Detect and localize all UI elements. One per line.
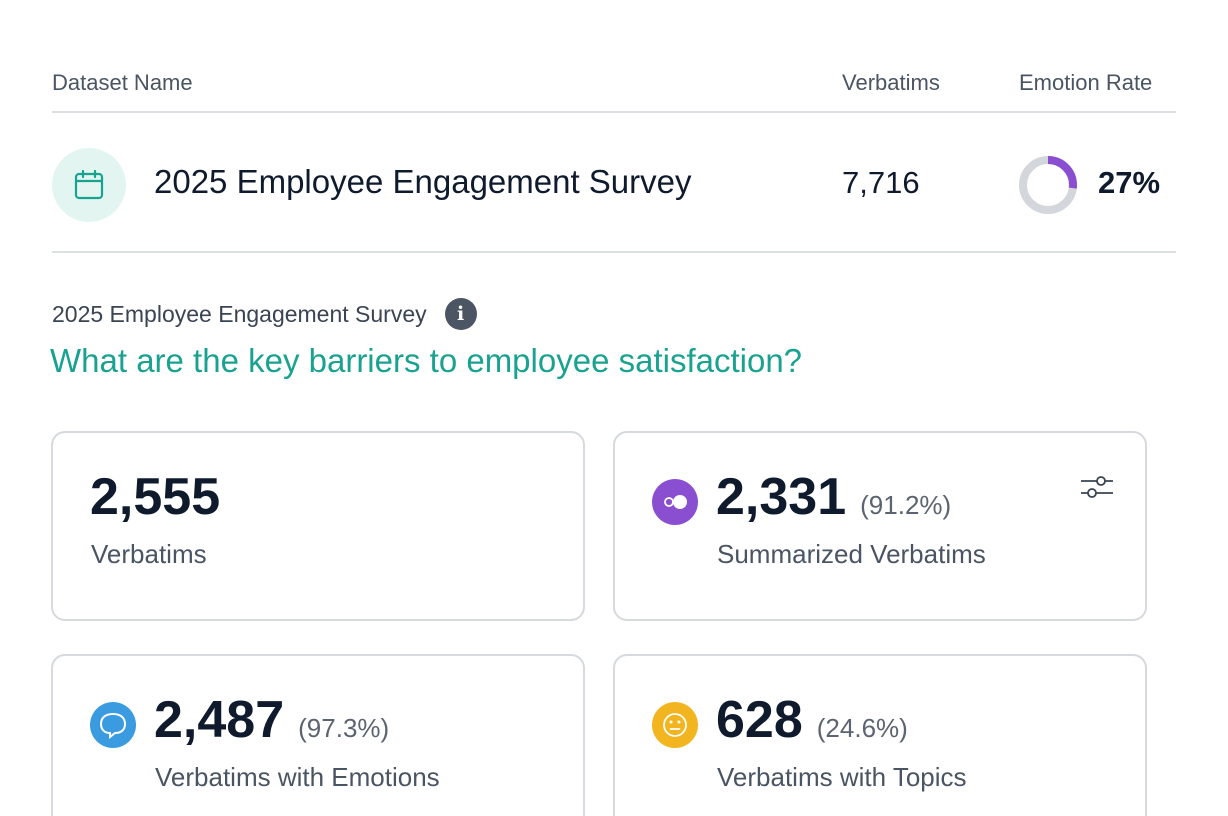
stat-percent: (97.3%) bbox=[298, 713, 390, 743]
neutral-face-icon bbox=[652, 702, 698, 748]
stat-value: 628 bbox=[716, 691, 803, 749]
info-icon[interactable]: i bbox=[444, 298, 477, 330]
dataset-name[interactable]: 2025 Employee Engagement Survey bbox=[154, 163, 692, 200]
stat-percent: (24.6%) bbox=[816, 713, 908, 743]
column-header-emotion-rate[interactable]: Emotion Rate bbox=[1019, 70, 1153, 95]
stat-card-summarized-verbatims[interactable]: 2,331 (91.2%) Summarized Verbatims bbox=[613, 431, 1147, 621]
stat-card-verbatims-with-emotions[interactable]: 2,487 (97.3%) Verbatims with Emotions bbox=[51, 654, 585, 816]
calendar-icon bbox=[52, 148, 126, 222]
header-divider bbox=[52, 111, 1176, 113]
stat-value-row: 2,331 (91.2%) bbox=[716, 467, 951, 527]
speech-bubble-icon bbox=[90, 702, 136, 748]
dataset-emotion-rate: 27% bbox=[1098, 165, 1161, 200]
donut-fill bbox=[1019, 156, 1077, 214]
stat-card-verbatims-with-topics[interactable]: 628 (24.6%) Verbatims with Topics bbox=[613, 654, 1147, 816]
summary-toggle-icon bbox=[652, 479, 698, 525]
stat-value: 2,331 bbox=[716, 468, 847, 526]
survey-subtitle: 2025 Employee Engagement Survey i bbox=[52, 298, 477, 330]
filter-sliders-icon[interactable] bbox=[1079, 471, 1115, 503]
stat-value-row: 2,487 (97.3%) bbox=[154, 690, 389, 750]
column-header-verbatims[interactable]: Verbatims bbox=[842, 70, 940, 95]
stat-label: Summarized Verbatims bbox=[717, 539, 986, 569]
survey-question: What are the key barriers to employee sa… bbox=[50, 342, 803, 379]
column-header-dataset-name[interactable]: Dataset Name bbox=[52, 70, 193, 95]
stat-value: 2,487 bbox=[154, 691, 285, 749]
stat-label: Verbatims with Topics bbox=[717, 762, 967, 792]
stat-label: Verbatims bbox=[91, 539, 207, 569]
stat-value: 2,555 bbox=[90, 468, 221, 526]
emotion-rate-donut bbox=[1019, 156, 1077, 214]
row-divider bbox=[52, 251, 1176, 253]
stat-percent: (91.2%) bbox=[860, 490, 952, 520]
survey-name: 2025 Employee Engagement Survey bbox=[52, 300, 427, 327]
dataset-row[interactable]: 2025 Employee Engagement Survey 7,716 27… bbox=[52, 147, 1176, 223]
stat-label: Verbatims with Emotions bbox=[155, 762, 440, 792]
stat-card-verbatims[interactable]: 2,555 Verbatims bbox=[51, 431, 585, 621]
dataset-verbatims-count: 7,716 bbox=[842, 165, 920, 200]
stat-value-row: 628 (24.6%) bbox=[716, 690, 908, 750]
